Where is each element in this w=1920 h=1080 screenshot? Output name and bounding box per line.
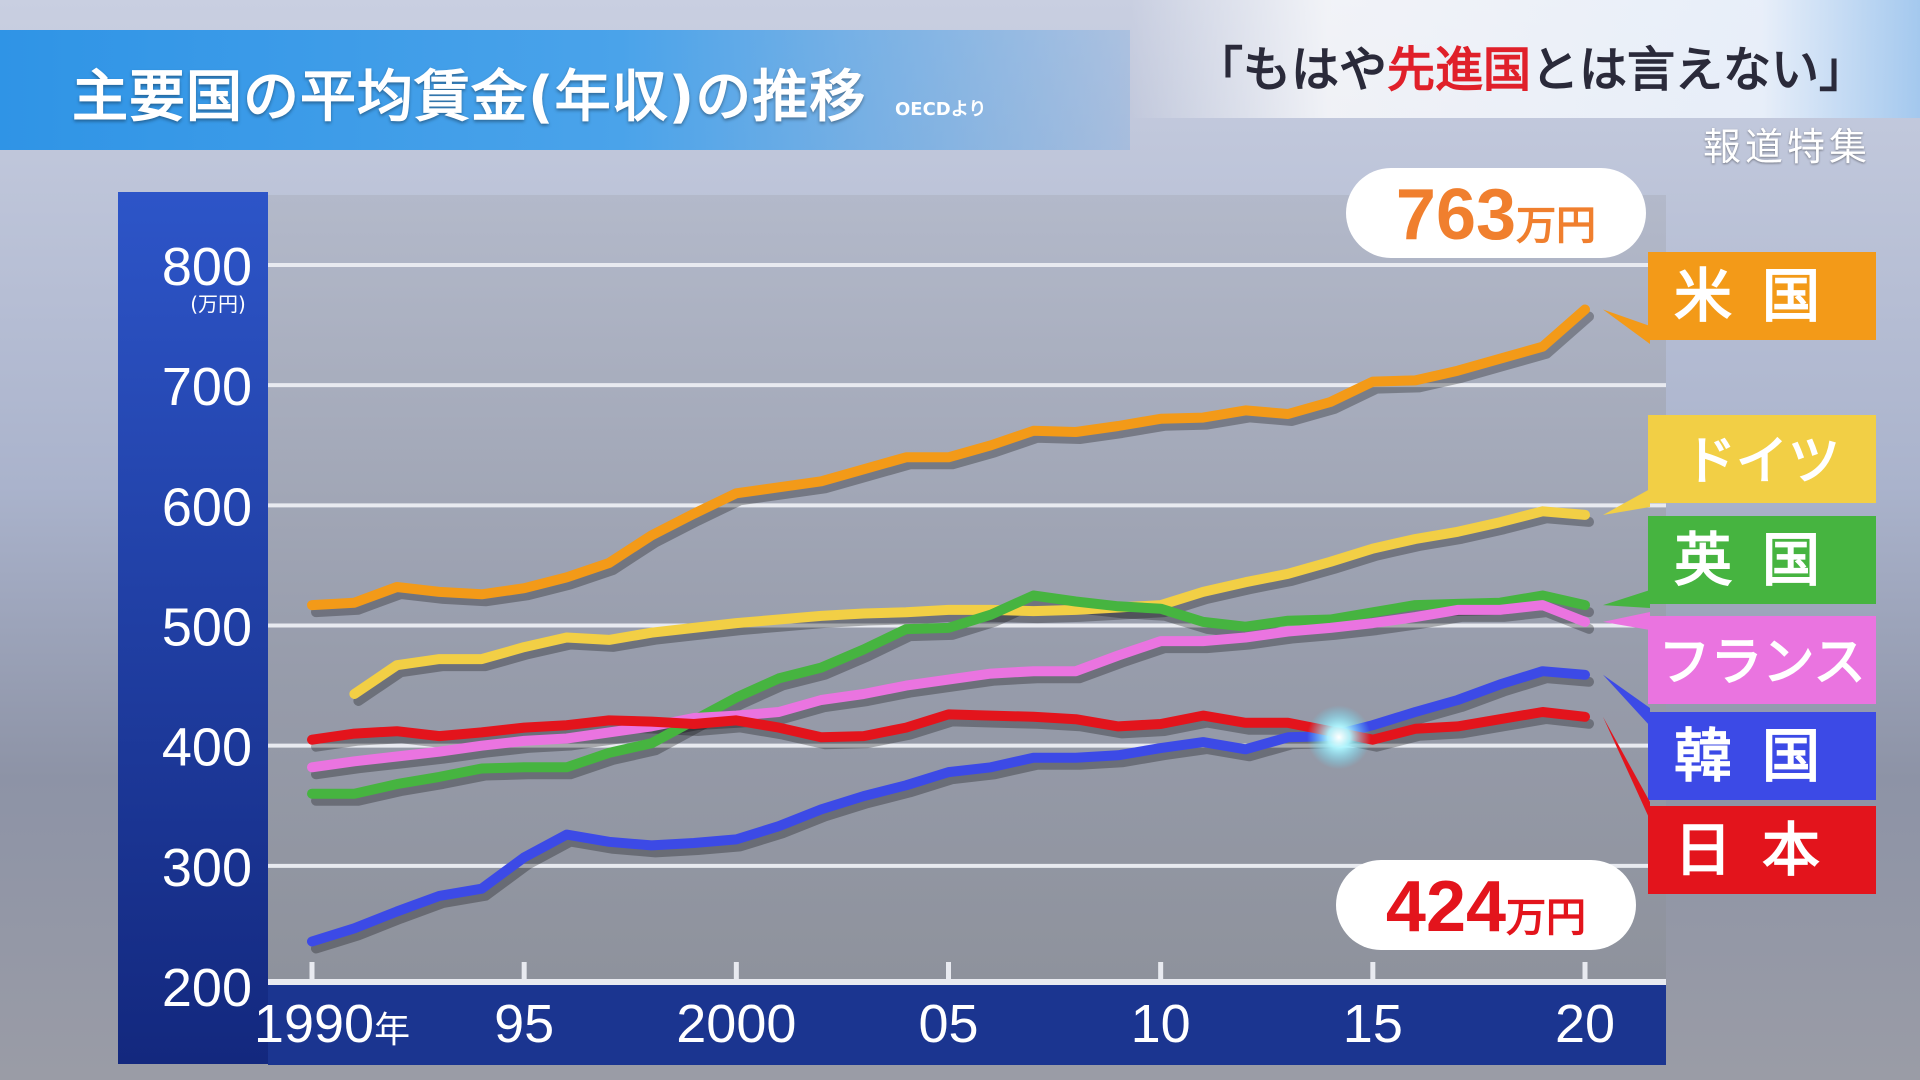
series-shadow-4 <box>311 673 1594 954</box>
legend-label-2: 英国 <box>1674 526 1850 594</box>
y-tick-label-200: 200 <box>162 958 252 1018</box>
series-line-5 <box>307 707 1590 745</box>
series-shadow-3 <box>311 607 1594 780</box>
legend-label-0: 米国 <box>1674 262 1850 330</box>
legend-label-5: 日本 <box>1674 816 1850 884</box>
legend-connector-3 <box>1603 612 1650 630</box>
program-name: 報道特集 <box>1703 125 1872 169</box>
x-tick-label-1995: 95 <box>494 994 554 1054</box>
series-line-4 <box>307 666 1590 947</box>
y-tick-label-400: 400 <box>162 718 252 778</box>
legend-label-4: 韓国 <box>1674 722 1850 790</box>
y-tick-label-700: 700 <box>162 357 252 417</box>
x-tick-label-2005: 05 <box>918 994 978 1054</box>
headline-red: 先進国 <box>1387 42 1532 98</box>
legend-connector-4 <box>1603 674 1650 726</box>
jp-value-number: 424 <box>1386 867 1506 947</box>
legend-connector-5 <box>1603 716 1650 820</box>
y-tick-labels: 200 300 400 500 600 700 800 <box>162 237 252 1018</box>
us-value-number: 763 <box>1396 175 1516 255</box>
source-label: OECDより <box>895 99 987 120</box>
legend-connector-2 <box>1603 590 1650 608</box>
y-tick-label-800: 800 <box>162 237 252 297</box>
series-line-2 <box>307 590 1590 799</box>
jp-value-unit: 万円 <box>1506 895 1586 941</box>
series-line-3 <box>307 600 1590 773</box>
us-value-unit: 万円 <box>1516 203 1596 249</box>
jp-value-callout: 424万円 <box>1336 860 1636 950</box>
legend-connector-1 <box>1603 489 1650 515</box>
series-lines <box>307 304 1594 954</box>
x-tick-label-2010: 10 <box>1131 994 1191 1054</box>
legend-box-4 <box>1648 712 1876 800</box>
headline-open: 「もはや <box>1195 42 1388 98</box>
headline-strip <box>1130 0 1920 118</box>
highlight-glow <box>1306 705 1371 770</box>
headline: 「もはや先進国とは言えない」 <box>1195 30 1867 100</box>
legend-box-2 <box>1648 516 1876 604</box>
legend-box-3 <box>1648 616 1876 704</box>
x-tick-label-2020: 20 <box>1555 994 1615 1054</box>
legend-box-1 <box>1648 415 1876 503</box>
svg-text:763万円: 763万円 <box>1396 175 1596 255</box>
series-line-1 <box>349 506 1590 699</box>
headline-close: とは言えない」 <box>1531 42 1868 98</box>
legend-label-1: ドイツ <box>1684 432 1840 492</box>
legend-connector-0 <box>1603 309 1650 344</box>
legend-box-0 <box>1648 252 1876 340</box>
y-axis-panel <box>118 192 268 1064</box>
x-axis-panel <box>268 985 1666 1065</box>
x-tick-suffix: 年 <box>374 1010 410 1051</box>
series-shadow-5 <box>311 714 1594 752</box>
y-tick-label-300: 300 <box>162 838 252 898</box>
series-shadow-0 <box>311 311 1594 618</box>
chart-title: 主要国の平均賃金(年収)の推移 <box>72 65 867 130</box>
series-line-0 <box>307 304 1590 611</box>
y-tick-label-600: 600 <box>162 477 252 537</box>
legend-label-3: フランス <box>1659 633 1866 693</box>
y-tick-label-500: 500 <box>162 598 252 658</box>
x-tick-label-2000: 2000 <box>676 994 796 1054</box>
x-tick-label-2015: 15 <box>1343 994 1403 1054</box>
svg-text:424万円: 424万円 <box>1386 867 1586 947</box>
y-axis-unit: (万円) <box>190 292 246 316</box>
title-banner <box>0 30 1130 150</box>
us-value-callout: 763万円 <box>1346 168 1646 258</box>
legend-box-5 <box>1648 806 1876 894</box>
x-tick-labels: 1990年 95 2000 05 10 15 20 <box>254 994 1615 1054</box>
